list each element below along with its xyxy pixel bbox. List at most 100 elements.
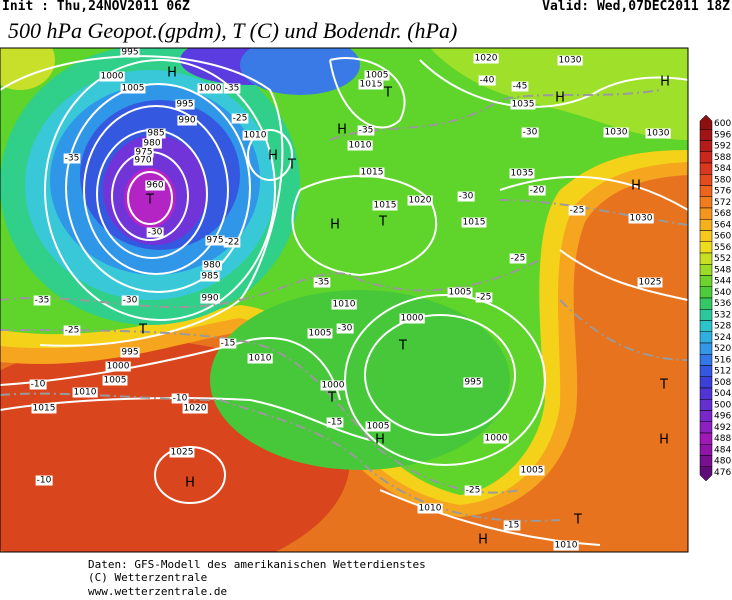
colorbar-cell bbox=[699, 162, 713, 175]
pressure-center: H bbox=[631, 179, 641, 194]
pressure-center: H bbox=[478, 533, 488, 548]
label-bg bbox=[146, 227, 164, 238]
label-bg bbox=[133, 155, 153, 166]
label-bg bbox=[102, 375, 128, 386]
contour-label: 1035 bbox=[511, 169, 534, 179]
label-bg bbox=[645, 128, 671, 139]
colorbar-cell bbox=[699, 342, 713, 355]
contour-label: 1010 bbox=[249, 354, 272, 364]
colorbar-label: 520 bbox=[714, 344, 731, 354]
contour-label: 990 bbox=[201, 294, 218, 304]
colorbar-label: 524 bbox=[714, 333, 731, 343]
colorbar-cell bbox=[699, 466, 713, 482]
contour-label: 975 bbox=[206, 236, 223, 246]
region-nw bbox=[0, 48, 55, 90]
colorbar-cell bbox=[699, 140, 713, 152]
label-bg bbox=[145, 180, 165, 191]
colorbar-label: 560 bbox=[714, 232, 731, 242]
contour-label: 1005 bbox=[122, 84, 145, 94]
colorbar-label: 600 bbox=[714, 119, 731, 129]
pressure-center: T bbox=[659, 378, 668, 393]
label-bg bbox=[475, 292, 493, 303]
label-bg bbox=[120, 83, 146, 94]
colorbar-cell bbox=[699, 241, 713, 254]
label-bg bbox=[483, 433, 509, 444]
label-bg bbox=[63, 325, 81, 336]
label-bg bbox=[171, 393, 189, 404]
colorbar-label: 476 bbox=[714, 468, 731, 478]
contour-label: 1000 bbox=[101, 72, 124, 82]
pressure-center: H bbox=[555, 91, 565, 106]
contour-label: -30 bbox=[459, 192, 474, 202]
contour-label: 995 bbox=[176, 100, 193, 110]
label-bg bbox=[358, 79, 384, 90]
contour-label: 1020 bbox=[409, 196, 432, 206]
label-bg bbox=[509, 168, 535, 179]
label-bg bbox=[134, 147, 154, 158]
contour-label: -35 bbox=[65, 154, 80, 164]
pressure-center: H bbox=[337, 123, 347, 138]
contour-label: -30 bbox=[148, 228, 163, 238]
contour-label: 1005 bbox=[309, 329, 332, 339]
contour-label: 1000 bbox=[107, 362, 130, 372]
colorbar-label: 552 bbox=[714, 254, 731, 264]
contour-label: -40 bbox=[480, 76, 495, 86]
label-bg bbox=[223, 237, 241, 248]
label-bg bbox=[63, 153, 81, 164]
label-bg bbox=[202, 260, 222, 271]
contour-label: 1030 bbox=[630, 214, 653, 224]
contour-label: 1010 bbox=[333, 300, 356, 310]
colorbar-cell bbox=[699, 129, 713, 141]
label-bg bbox=[146, 128, 166, 139]
label-bg bbox=[223, 83, 241, 94]
contour-label: 1005 bbox=[104, 376, 127, 386]
label-bg bbox=[169, 447, 195, 458]
colorbar-label: 504 bbox=[714, 389, 731, 399]
colorbar-label: 508 bbox=[714, 378, 731, 388]
label-bg bbox=[200, 293, 220, 304]
colorbar-cell bbox=[699, 252, 713, 265]
label-bg bbox=[509, 253, 527, 264]
contour-label: 1030 bbox=[559, 56, 582, 66]
label-bg bbox=[372, 200, 398, 211]
colorbar-cell bbox=[699, 219, 713, 231]
colorbar-cell bbox=[699, 320, 713, 332]
label-bg bbox=[219, 338, 237, 349]
colorbar-cell bbox=[699, 264, 713, 276]
pressure-center: T bbox=[138, 323, 147, 338]
label-bg bbox=[182, 403, 208, 414]
colorbar-label: 592 bbox=[714, 142, 731, 152]
colorbar-label: 516 bbox=[714, 355, 731, 365]
label-bg bbox=[175, 99, 195, 110]
contour-label: 960 bbox=[146, 181, 163, 191]
contour-label: 995 bbox=[464, 378, 481, 388]
contour-label: -25 bbox=[511, 254, 526, 264]
label-bg bbox=[457, 191, 475, 202]
label-bg bbox=[461, 217, 487, 228]
pressure-center: H bbox=[185, 476, 195, 491]
contour-label: -35 bbox=[315, 278, 330, 288]
contour-label: 1005 bbox=[521, 466, 544, 476]
pressure-center: T bbox=[145, 193, 154, 208]
pressure-center: T bbox=[378, 215, 387, 230]
colorbar-label: 572 bbox=[714, 198, 731, 208]
label-bg bbox=[320, 380, 346, 391]
pressure-center: T bbox=[573, 513, 582, 528]
colorbar-cell bbox=[699, 309, 713, 321]
init-time: Init : Thu,24NOV2011 06Z bbox=[2, 0, 190, 14]
label-bg bbox=[519, 465, 545, 476]
contour-label: -35 bbox=[35, 296, 50, 306]
label-bg bbox=[33, 295, 51, 306]
footer-line: (C) Wetterzentrale bbox=[88, 571, 207, 584]
label-bg bbox=[464, 485, 482, 496]
contour-label: 980 bbox=[203, 261, 220, 271]
colorbar-cell bbox=[699, 286, 713, 299]
contour-label: -25 bbox=[65, 326, 80, 336]
label-bg bbox=[399, 313, 425, 324]
colorbar-label: 548 bbox=[714, 265, 731, 275]
label-bg bbox=[364, 70, 390, 81]
contour-label: 1025 bbox=[171, 448, 194, 458]
contour-label: 1010 bbox=[419, 504, 442, 514]
contour-label: 1015 bbox=[33, 404, 56, 414]
